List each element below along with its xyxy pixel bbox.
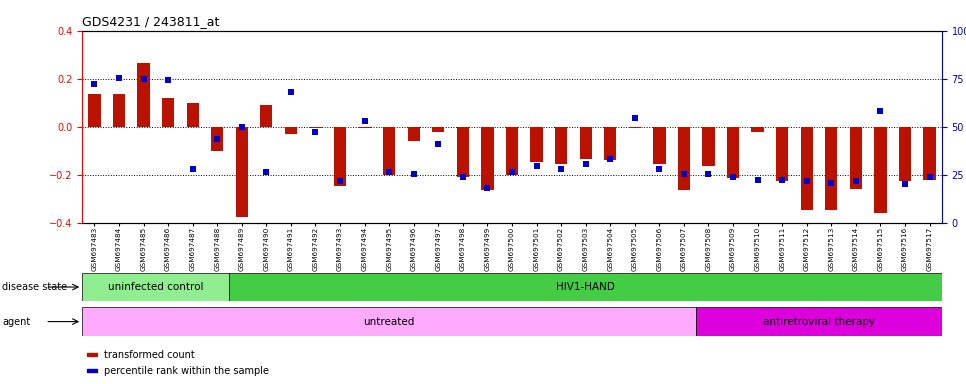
Point [676, 170, 692, 177]
Bar [899, 127, 911, 181]
Text: disease state: disease state [2, 282, 67, 292]
Bar [874, 127, 887, 213]
Point [185, 166, 200, 172]
Point [382, 169, 397, 175]
Point [406, 170, 421, 177]
Text: transformed count: transformed count [104, 349, 195, 359]
Bar [82, 307, 696, 336]
Point [775, 177, 790, 183]
Bar [432, 127, 444, 132]
Text: HIV1-HAND: HIV1-HAND [556, 282, 615, 292]
Point [627, 115, 642, 121]
Bar [604, 127, 616, 161]
Point [504, 169, 520, 175]
Bar [678, 127, 690, 190]
Point [750, 177, 765, 183]
Point [455, 174, 470, 180]
Bar [260, 105, 272, 127]
Point [283, 89, 298, 95]
Point [308, 129, 324, 135]
Bar [309, 127, 322, 128]
Point [136, 76, 152, 82]
Bar [923, 127, 936, 180]
Text: agent: agent [2, 316, 30, 327]
Point [824, 180, 839, 186]
Bar [113, 94, 126, 127]
Point [652, 166, 668, 172]
Bar [653, 127, 666, 164]
Bar [137, 63, 150, 127]
Text: percentile rank within the sample: percentile rank within the sample [104, 366, 270, 376]
Bar [580, 127, 592, 159]
Point [160, 77, 176, 83]
Bar [776, 127, 788, 181]
Point [234, 124, 249, 130]
Point [554, 166, 569, 172]
Bar [358, 127, 371, 128]
Bar [801, 127, 813, 210]
Bar [82, 273, 230, 301]
Point [603, 156, 618, 162]
Text: untreated: untreated [363, 316, 414, 327]
Bar [408, 127, 420, 141]
Point [210, 136, 225, 142]
Bar [162, 98, 174, 127]
Point [431, 141, 446, 147]
Text: GDS4231 / 243811_at: GDS4231 / 243811_at [82, 15, 219, 28]
Point [848, 178, 864, 184]
Bar [850, 127, 862, 189]
Bar [629, 127, 641, 128]
Point [111, 74, 127, 81]
Bar [530, 127, 543, 162]
Bar [212, 127, 223, 151]
Bar [481, 127, 494, 190]
Text: antiretroviral therapy: antiretroviral therapy [763, 316, 875, 327]
Bar [285, 127, 298, 134]
Point [480, 185, 496, 191]
Bar [702, 127, 715, 166]
Bar [88, 94, 100, 127]
Point [725, 174, 741, 180]
Bar [825, 127, 838, 210]
Bar [186, 103, 199, 127]
Point [356, 118, 372, 124]
Point [897, 181, 913, 187]
Bar [334, 127, 346, 185]
Point [528, 163, 544, 169]
Bar [696, 307, 942, 336]
Point [578, 161, 593, 167]
Bar [457, 127, 469, 177]
Bar [727, 127, 739, 178]
Bar [236, 127, 248, 217]
Bar [230, 273, 942, 301]
Point [259, 169, 274, 175]
Point [700, 170, 716, 177]
Bar [384, 127, 395, 175]
Bar [555, 127, 567, 164]
Point [872, 108, 888, 114]
Point [332, 178, 348, 184]
Bar [752, 127, 764, 132]
Bar [506, 127, 518, 175]
Point [799, 178, 814, 184]
Point [87, 81, 102, 87]
Point [922, 174, 937, 180]
Text: uninfected control: uninfected control [108, 282, 204, 292]
